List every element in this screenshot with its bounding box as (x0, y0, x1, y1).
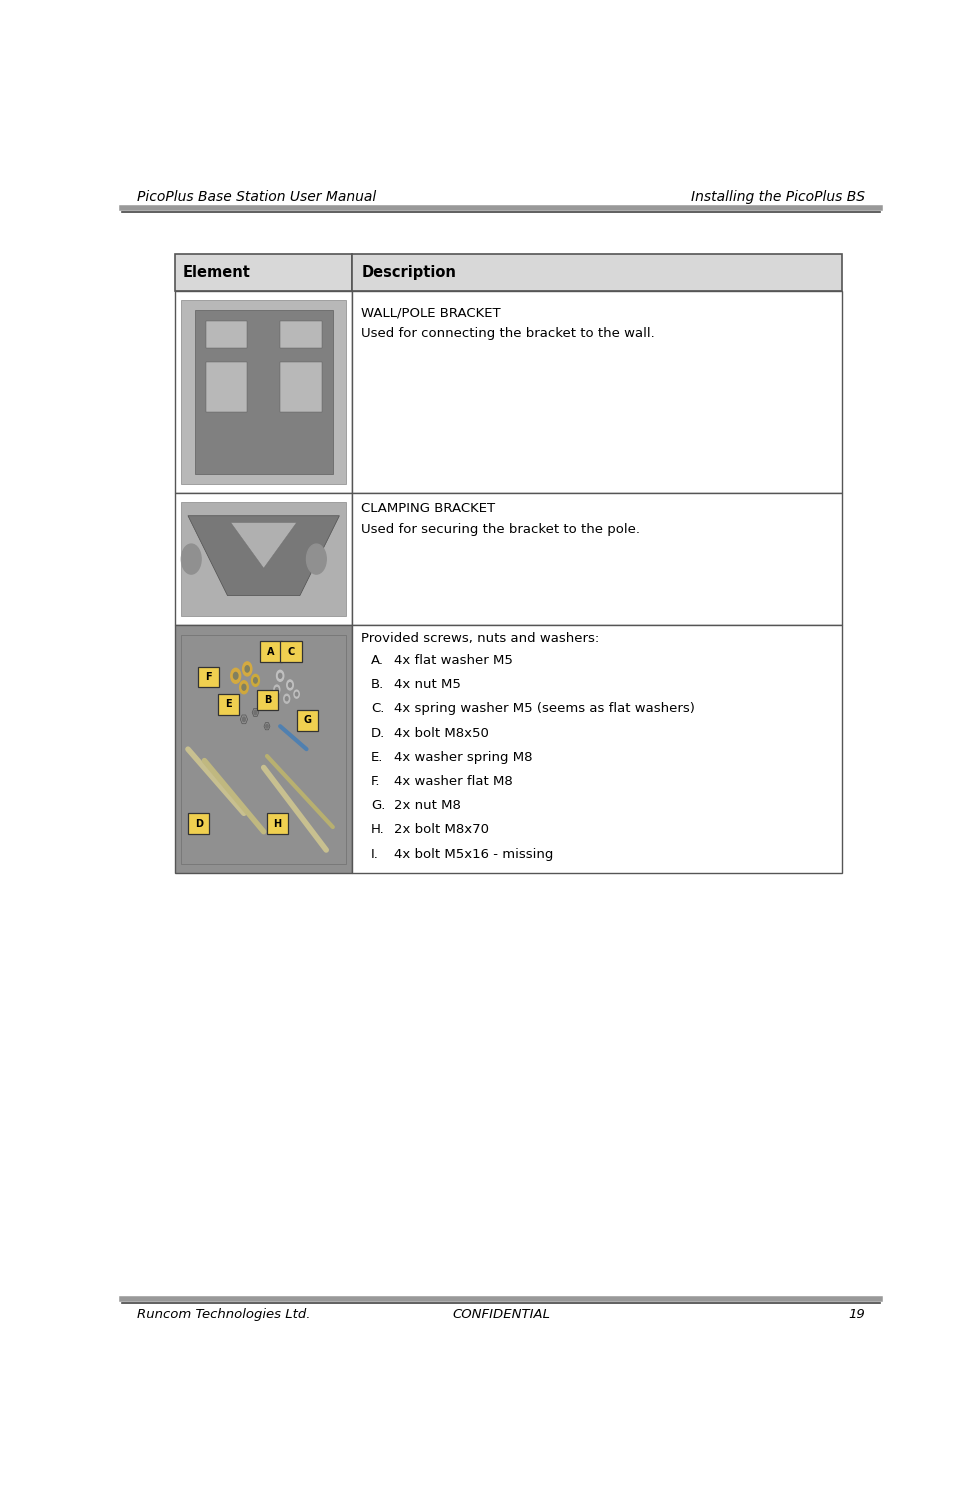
Text: G: G (303, 715, 311, 726)
Circle shape (239, 681, 248, 694)
Circle shape (278, 673, 281, 678)
Text: Installing the PicoPlus BS: Installing the PicoPlus BS (691, 190, 865, 203)
Bar (175, 492, 352, 625)
Bar (175, 254, 352, 292)
Text: C.: C. (370, 703, 384, 715)
Text: Description: Description (361, 265, 455, 280)
Bar (267, 814, 288, 833)
Bar (280, 322, 321, 347)
Bar (181, 634, 346, 863)
Bar (352, 625, 841, 874)
Bar (279, 642, 301, 663)
Text: B.: B. (370, 678, 384, 691)
Text: F.: F. (370, 775, 380, 788)
Bar (181, 503, 346, 616)
Text: I.: I. (370, 848, 378, 860)
Bar (280, 362, 321, 411)
Bar (296, 711, 318, 732)
Bar (257, 690, 278, 711)
Circle shape (276, 670, 283, 681)
Text: 4x bolt M8x50: 4x bolt M8x50 (394, 727, 488, 739)
Bar (217, 694, 238, 715)
Circle shape (295, 693, 297, 696)
Bar (205, 362, 247, 411)
Polygon shape (188, 516, 339, 595)
Bar (352, 292, 841, 492)
Text: D: D (194, 818, 202, 829)
Bar (175, 625, 352, 874)
Circle shape (234, 672, 237, 679)
Circle shape (254, 711, 257, 715)
Text: CONFIDENTIAL: CONFIDENTIAL (451, 1309, 550, 1321)
Circle shape (276, 688, 277, 691)
Circle shape (274, 685, 279, 694)
Polygon shape (240, 715, 247, 724)
Circle shape (245, 666, 249, 672)
Text: H: H (274, 818, 281, 829)
Polygon shape (231, 522, 296, 568)
Text: CLAMPING BRACKET: CLAMPING BRACKET (361, 503, 494, 515)
Text: 4x nut M5: 4x nut M5 (394, 678, 460, 691)
Text: Used for securing the bracket to the pole.: Used for securing the bracket to the pol… (361, 522, 640, 536)
Text: Provided screws, nuts and washers:: Provided screws, nuts and washers: (361, 633, 599, 645)
Circle shape (283, 694, 289, 703)
Bar (194, 310, 332, 474)
Text: Used for connecting the bracket to the wall.: Used for connecting the bracket to the w… (361, 328, 655, 340)
Circle shape (181, 545, 201, 574)
Bar (197, 667, 219, 687)
Bar (188, 814, 209, 833)
Text: 2x bolt M8x70: 2x bolt M8x70 (394, 823, 488, 836)
Text: 4x bolt M5x16 - missing: 4x bolt M5x16 - missing (394, 848, 553, 860)
Circle shape (253, 678, 257, 684)
Circle shape (306, 545, 326, 574)
Text: A.: A. (370, 654, 384, 667)
Circle shape (285, 697, 288, 700)
Text: PicoPlus Base Station User Manual: PicoPlus Base Station User Manual (137, 190, 376, 203)
Circle shape (242, 661, 251, 676)
Bar (175, 292, 352, 492)
Text: 2x nut M8: 2x nut M8 (394, 799, 460, 812)
Text: 4x spring washer M5 (seems as flat washers): 4x spring washer M5 (seems as flat washe… (394, 703, 694, 715)
Circle shape (266, 724, 268, 729)
Text: 4x flat washer M5: 4x flat washer M5 (394, 654, 512, 667)
Text: D.: D. (370, 727, 385, 739)
Bar (352, 492, 841, 625)
Text: 19: 19 (847, 1309, 865, 1321)
Bar (181, 301, 346, 483)
Text: WALL/POLE BRACKET: WALL/POLE BRACKET (361, 307, 500, 319)
Circle shape (288, 682, 291, 687)
Text: E.: E. (370, 751, 383, 764)
Polygon shape (264, 723, 270, 730)
Circle shape (242, 717, 245, 721)
Circle shape (251, 675, 259, 687)
Circle shape (286, 681, 293, 690)
Text: C: C (287, 646, 294, 657)
Circle shape (294, 690, 299, 699)
Text: A: A (267, 646, 275, 657)
Bar (205, 322, 247, 347)
Circle shape (241, 684, 245, 690)
Bar (352, 254, 841, 292)
Text: B: B (264, 694, 272, 705)
Text: F: F (205, 672, 212, 682)
Text: 4x washer spring M8: 4x washer spring M8 (394, 751, 531, 764)
Bar (260, 642, 281, 663)
Text: 4x washer flat M8: 4x washer flat M8 (394, 775, 512, 788)
Text: Element: Element (183, 265, 250, 280)
Text: H.: H. (370, 823, 384, 836)
Text: E: E (225, 700, 232, 709)
Text: Runcom Technologies Ltd.: Runcom Technologies Ltd. (137, 1309, 311, 1321)
Polygon shape (252, 709, 259, 717)
Text: G.: G. (370, 799, 385, 812)
Circle shape (231, 669, 240, 684)
